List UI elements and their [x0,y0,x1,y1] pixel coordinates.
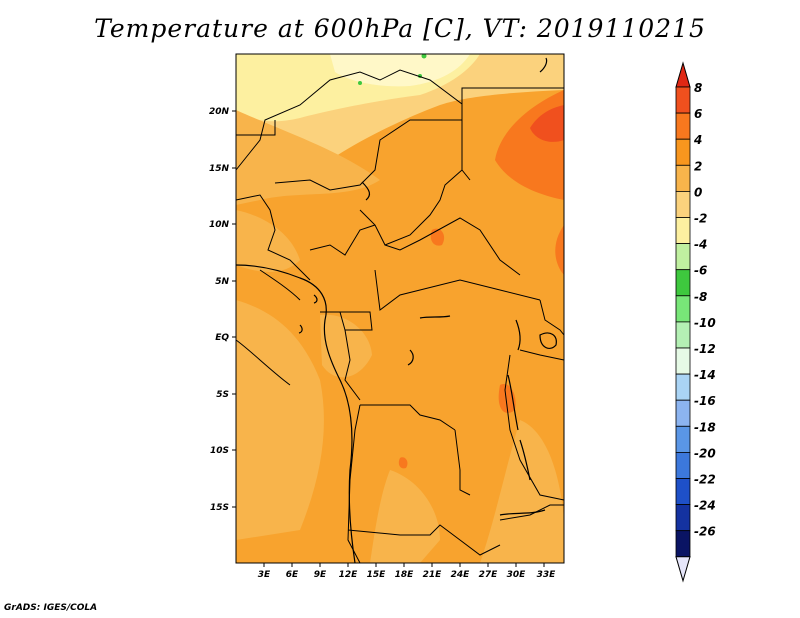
lon-label: 3E [258,570,271,580]
warm-patch-angola [398,457,408,469]
light-patch-coast [236,210,300,272]
cold-spot-2 [358,81,362,85]
colorbar-label: -2 [694,212,707,226]
colorbar-swatch [675,190,691,218]
colorbar-label: 2 [694,159,702,173]
lon-label: 18E [395,570,415,580]
colorbar-swatch [675,164,691,192]
colorbar-swatch [675,217,691,245]
lon-label: 27E [479,570,499,580]
country-borders [235,69,565,564]
lat-label: 15S [210,503,229,513]
colorbar-swatch [675,86,691,114]
colorbar-swatch [675,321,691,349]
light-patch-west [236,110,380,205]
lat-label: 10N [209,220,230,230]
colorbar-label: -16 [694,394,716,408]
lat-label: 10S [210,446,229,456]
cold-spot-1 [421,53,427,59]
lon-label: 24E [451,570,471,580]
lon-label: 9E [314,570,327,580]
lat-label: 5N [215,277,229,287]
colorbar-label: 6 [694,107,702,121]
map-title: Temperature at 600hPa [C], VT: 201911021… [94,14,706,43]
warm-patch-central [430,228,445,246]
colorbar-swatch [675,347,691,375]
colorbar-label: -14 [694,368,716,382]
coastlines [235,57,557,564]
colorbar-swatch [675,451,691,479]
colorbar-swatch [675,269,691,297]
colorbar-swatch [675,243,691,271]
lat-label: EQ [215,333,229,343]
lat-label: 5S [216,390,229,400]
lon-label: 15E [367,570,387,580]
colorbar-bottom-arrow [675,556,691,583]
colorbar-swatch [675,295,691,323]
colorbar-swatch [675,530,691,558]
lat-label: 15N [209,164,230,174]
light-patch-south-central [370,470,440,563]
colorbar-label: -26 [694,525,716,539]
colorbar-label: -6 [694,264,707,278]
colorbar-top-arrow [675,61,691,88]
lat-labels: 20N 15N 10N 5N EQ 5S 10S 15S [209,107,230,513]
colorbar-label: 8 [694,81,702,95]
colorbar: 8 6 4 2 0 -2 -4 -6 -8 -10 -12 -14 -16 -18 -20 -22 -24 -26 [675,61,716,583]
colorbar-label: 0 [694,185,702,199]
colorbar-swatch [675,399,691,427]
colorbar-swatch [675,478,691,506]
colorbar-label: -4 [694,238,707,252]
warm-patch-east [555,225,564,275]
lon-label: 33E [537,570,557,580]
colorbar-label: -8 [694,290,707,304]
colorbar-swatch [675,138,691,166]
lon-labels: 3E 6E 9E 12E 15E 18E 21E 24E 27E 30E 33E [258,570,556,580]
colorbar-label: -20 [694,446,716,460]
map-frame [235,53,565,564]
lon-ticks [263,563,545,567]
hot-core-northeast [530,105,564,142]
light-patch-southwest [236,300,324,540]
colorbar-label: -12 [694,342,716,356]
colorbar-label: -22 [694,473,716,487]
colorbar-swatch [675,373,691,401]
colorbar-label: 4 [693,133,702,147]
lon-label: 21E [423,570,443,580]
lon-label: 30E [507,570,527,580]
colorbar-swatch [675,504,691,532]
lat-ticks [232,110,236,508]
light-patch-southeast [480,420,564,563]
colorbar-label: -10 [694,316,716,330]
colorbar-label: -18 [694,420,716,434]
lon-label: 12E [339,570,359,580]
colorbar-swatch [675,425,691,453]
map-panel [235,53,565,564]
colorbar-label: -24 [694,499,716,513]
colorbar-swatch [675,112,691,140]
grads-credit: GrADS: IGES/COLA [4,603,98,613]
lon-label: 6E [286,570,299,580]
lat-label: 20N [209,107,230,117]
